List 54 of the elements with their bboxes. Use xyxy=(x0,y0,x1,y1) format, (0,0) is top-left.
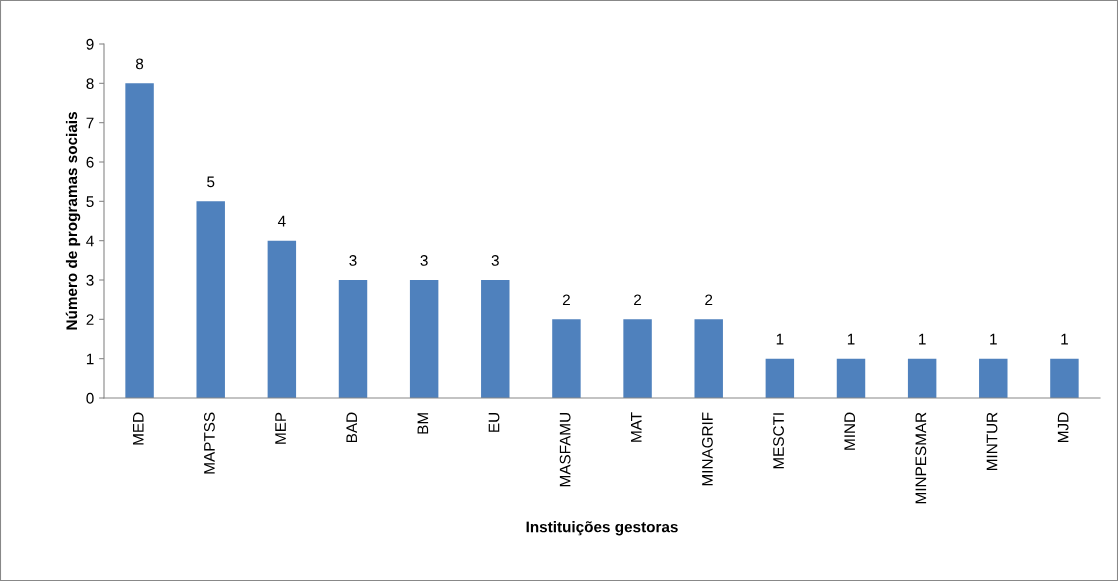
bar xyxy=(409,280,439,398)
bar xyxy=(552,319,581,398)
bar xyxy=(481,280,510,398)
bar xyxy=(765,358,795,398)
data-label: 1 xyxy=(990,333,997,345)
y-tick-label: 9 xyxy=(86,38,94,50)
y-tick-label: 2 xyxy=(86,314,94,325)
y-tick-label: 0 xyxy=(86,392,94,404)
data-label: 1 xyxy=(776,333,784,345)
y-tick-label: 5 xyxy=(86,196,94,208)
bar xyxy=(907,358,937,398)
x-tick-label: EU xyxy=(488,413,500,432)
y-tick-label: 7 xyxy=(86,117,94,129)
x-tick-label: MED xyxy=(133,412,144,445)
bar xyxy=(267,240,297,398)
x-tick-label: MAPTSS xyxy=(204,412,215,474)
data-label: 3 xyxy=(420,255,428,266)
y-tick-label: 1 xyxy=(86,353,94,365)
x-tick-label: MASFAMU xyxy=(559,413,571,487)
x-tick-label: BM xyxy=(417,413,429,434)
bar xyxy=(836,358,866,398)
data-label: 3 xyxy=(349,255,357,266)
data-label: 2 xyxy=(705,294,713,306)
x-tick-label: MIND xyxy=(844,412,855,450)
y-tick-label: 4 xyxy=(86,235,94,247)
data-label: 2 xyxy=(634,294,642,306)
bar xyxy=(623,319,652,398)
bar xyxy=(979,358,1008,398)
data-label: 1 xyxy=(1061,333,1068,345)
y-tick-label: 8 xyxy=(86,78,94,90)
data-label: 4 xyxy=(277,215,286,227)
x-axis-title: Instituições gestoras xyxy=(526,521,678,536)
x-tick-label: MINTUR xyxy=(986,412,998,471)
data-label: 2 xyxy=(562,294,570,306)
bar xyxy=(125,83,154,398)
y-tick-label: 3 xyxy=(86,274,94,286)
data-label: 1 xyxy=(847,333,855,345)
bar xyxy=(694,319,723,398)
x-tick-label: BAD xyxy=(346,412,357,443)
y-tick-label: 6 xyxy=(86,156,94,168)
x-tick-label: MESCTI xyxy=(773,413,784,469)
data-label: 1 xyxy=(919,333,926,345)
data-label: 3 xyxy=(491,255,499,266)
x-tick-label: MINPESMAR xyxy=(915,412,927,504)
x-tick-label: MJD xyxy=(1057,412,1069,443)
x-tick-label: MINAGRIF xyxy=(702,412,713,486)
bar xyxy=(1050,358,1079,398)
y-axis-title: Número de programas sociais xyxy=(65,112,81,330)
x-tick-label: MAT xyxy=(631,412,642,442)
data-label: 5 xyxy=(207,176,215,188)
x-tick-label: MEP xyxy=(275,412,286,444)
bar xyxy=(196,201,225,398)
data-label: 8 xyxy=(135,58,144,70)
bar xyxy=(338,280,368,398)
